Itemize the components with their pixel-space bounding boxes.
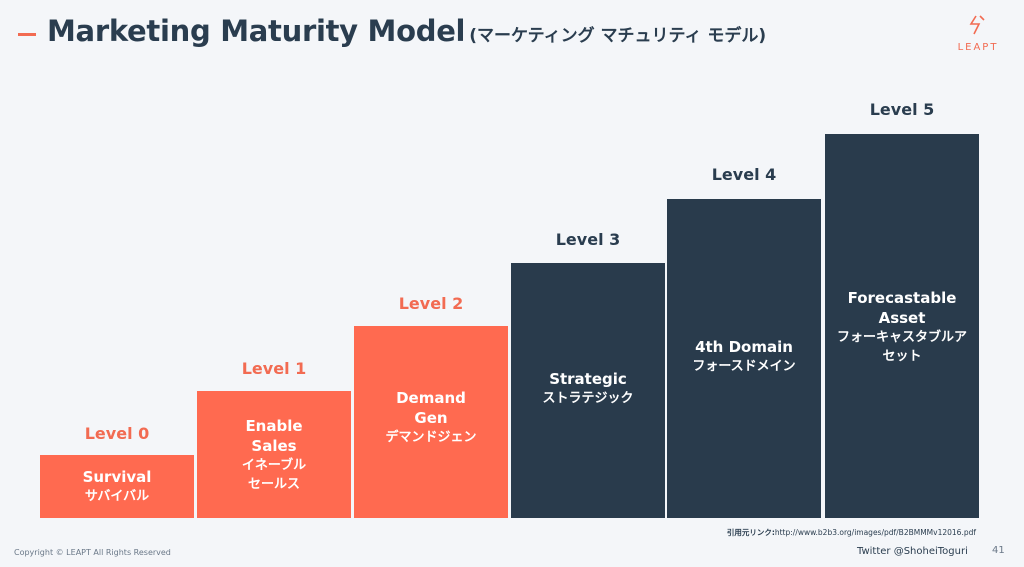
level-3-step: Strategic ストラテジック — [511, 263, 665, 518]
level-4-label: Level 4 — [711, 165, 777, 184]
level-4-step: 4th Domain フォースドメイン — [667, 199, 821, 518]
level-3-name-ja: ストラテジック — [542, 391, 634, 406]
leapt-logo: LEAPT — [952, 14, 1004, 53]
level-1-step: Enable Sales イネーブル セールス — [197, 391, 351, 518]
level-2-name-ja: デマンドジェン — [385, 430, 477, 445]
logo-text: LEAPT — [957, 42, 999, 53]
footer-copyright: Copyright © LEAPT All Rights Reserved — [14, 548, 171, 557]
level-2-name: Demand Gen — [396, 389, 466, 427]
level-1-name: Enable Sales — [245, 416, 303, 455]
level-0-step: Survival サバイバル — [40, 455, 194, 518]
level-2-label: Level 2 — [398, 294, 464, 313]
source-link[interactable]: http://www.b2b3.org/images/pdf/B2BMMMv12… — [774, 528, 976, 537]
level-1-label: Level 1 — [241, 359, 307, 378]
level-2-step: Demand Gen デマンドジェン — [354, 326, 508, 518]
page-title: Marketing Maturity Model (マーケティング マチュリティ… — [47, 14, 766, 54]
title-accent-bar — [18, 33, 36, 36]
level-0-name-ja: サバイバル — [84, 489, 150, 504]
level-5-name: Forecastable Asset — [847, 289, 957, 327]
level-3-label: Level 3 — [555, 230, 621, 249]
source-note: 引用元リンク:http://www.b2b3.org/images/pdf/B2… — [727, 527, 976, 538]
leapt-logo-icon — [969, 15, 985, 35]
page-title-subtitle: (マーケティング マチュリティ モデル) — [469, 26, 767, 46]
level-1-name-ja: イネーブル セールス — [241, 457, 307, 492]
level-5-name-ja: フォーキャスタブルア セット — [836, 330, 967, 364]
level-5-step: Forecastable Asset フォーキャスタブルア セット — [825, 134, 979, 518]
level-5-label: Level 5 — [869, 100, 935, 119]
level-3-name: Strategic — [549, 370, 627, 388]
level-4-name: 4th Domain — [695, 338, 793, 356]
level-0-name: Survival — [82, 468, 152, 486]
level-0-label: Level 0 — [84, 424, 150, 443]
level-4-name-ja: フォースドメイン — [692, 359, 796, 374]
page-number: 41 — [992, 545, 1005, 556]
page-title-main: Marketing Maturity Model — [47, 14, 466, 48]
source-prefix: 引用元リンク: — [726, 528, 775, 537]
footer-twitter: Twitter @ShoheiToguri — [857, 546, 968, 557]
